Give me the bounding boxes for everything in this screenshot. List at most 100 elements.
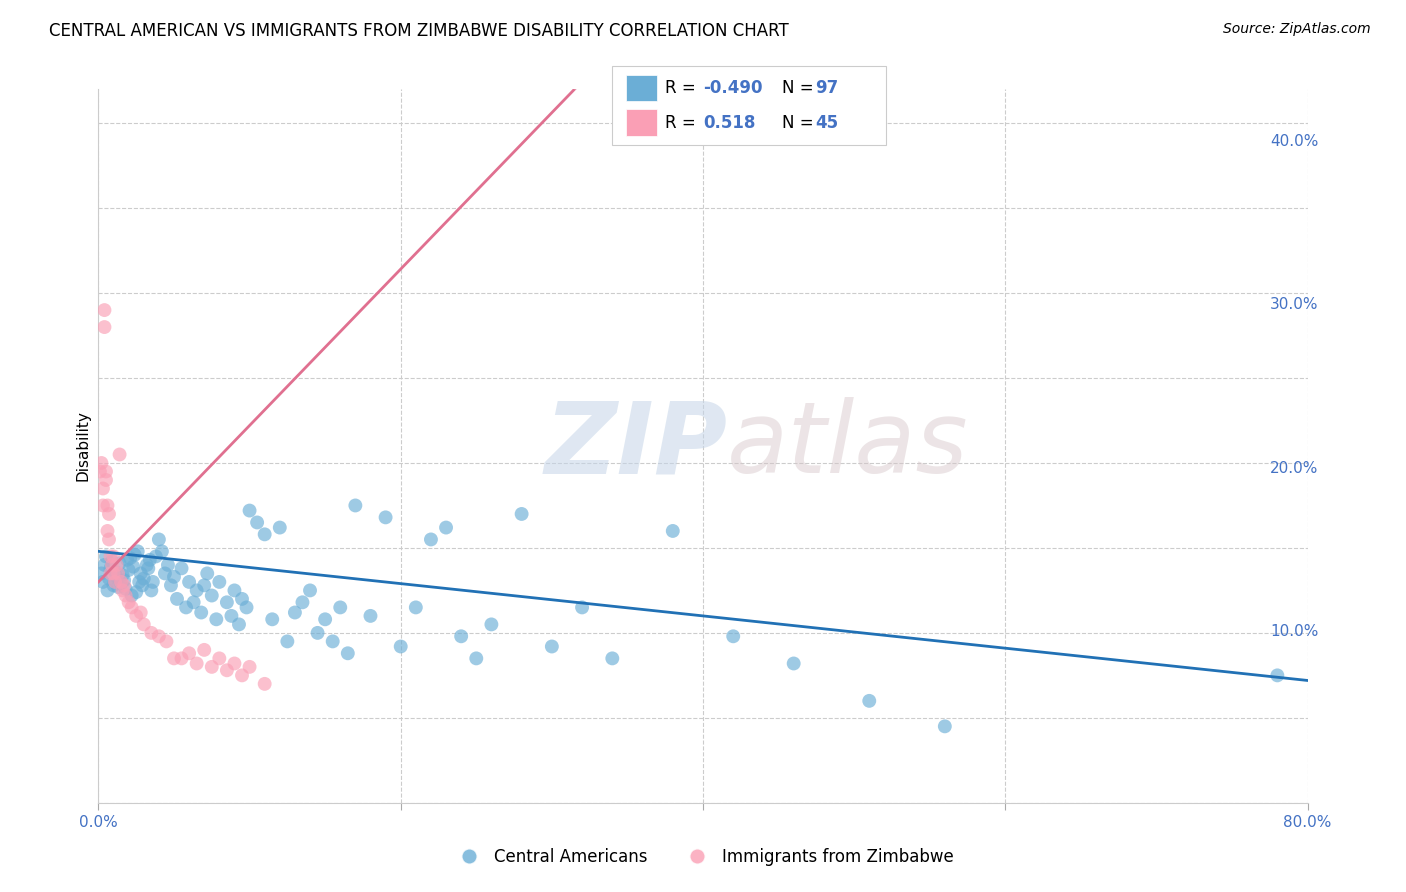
Point bbox=[176, 561, 198, 575]
Point bbox=[235, 591, 257, 605]
Point bbox=[193, 551, 215, 566]
Point bbox=[194, 599, 217, 613]
Point bbox=[478, 522, 501, 536]
Point bbox=[368, 610, 391, 624]
Point bbox=[174, 508, 197, 523]
Point bbox=[186, 567, 209, 582]
Point bbox=[172, 549, 194, 564]
Point bbox=[243, 599, 266, 613]
Point bbox=[180, 565, 202, 579]
Text: ZIP: ZIP bbox=[560, 402, 742, 499]
Point bbox=[186, 576, 208, 591]
Point bbox=[280, 659, 302, 673]
Point bbox=[464, 533, 486, 548]
Point bbox=[204, 577, 226, 591]
Point bbox=[197, 548, 219, 562]
Point bbox=[183, 566, 205, 580]
Point bbox=[179, 549, 201, 564]
Point bbox=[437, 636, 460, 650]
Point bbox=[315, 673, 337, 687]
Point bbox=[209, 561, 232, 575]
Text: R =: R = bbox=[665, 79, 702, 97]
Point bbox=[186, 574, 208, 589]
Point bbox=[172, 476, 194, 491]
Point bbox=[1227, 664, 1250, 679]
Point bbox=[928, 714, 950, 728]
Point bbox=[170, 312, 193, 326]
Point bbox=[246, 643, 269, 657]
Point bbox=[184, 557, 207, 571]
Point bbox=[184, 451, 207, 466]
Point bbox=[179, 577, 201, 591]
Point bbox=[181, 569, 204, 583]
Point bbox=[172, 467, 194, 482]
Y-axis label: Disability: Disability bbox=[75, 415, 90, 486]
Point bbox=[183, 579, 205, 593]
Point bbox=[169, 484, 191, 499]
Point bbox=[205, 615, 228, 630]
Point bbox=[342, 604, 364, 618]
Point bbox=[228, 558, 250, 572]
Point bbox=[173, 500, 195, 515]
Point bbox=[212, 624, 235, 638]
Point bbox=[188, 581, 211, 595]
Point bbox=[188, 587, 211, 601]
Point bbox=[202, 604, 225, 618]
Point bbox=[382, 599, 405, 613]
Point bbox=[187, 573, 209, 587]
Point bbox=[321, 610, 343, 624]
Point bbox=[173, 525, 195, 540]
Point bbox=[492, 626, 515, 640]
Point bbox=[198, 584, 221, 599]
Point bbox=[274, 648, 297, 662]
Point bbox=[170, 558, 193, 572]
Point bbox=[450, 599, 472, 613]
Point bbox=[169, 574, 191, 589]
Point bbox=[301, 506, 323, 520]
Point bbox=[169, 500, 191, 515]
Point bbox=[173, 582, 195, 597]
Point bbox=[328, 522, 350, 536]
Text: atlas: atlas bbox=[742, 402, 984, 499]
Point bbox=[214, 574, 236, 589]
Point bbox=[263, 566, 285, 580]
Point bbox=[737, 626, 759, 640]
Point bbox=[389, 643, 412, 657]
Text: CENTRAL AMERICAN VS IMMIGRANTS FROM ZIMBABWE DISABILITY CORRELATION CHART: CENTRAL AMERICAN VS IMMIGRANTS FROM ZIMB… bbox=[49, 22, 789, 40]
Point bbox=[627, 648, 650, 662]
Point bbox=[219, 533, 242, 548]
Point bbox=[177, 555, 200, 569]
Point bbox=[239, 648, 262, 662]
Point bbox=[349, 594, 371, 608]
Point bbox=[231, 577, 253, 591]
Point bbox=[792, 653, 814, 667]
Point bbox=[212, 582, 235, 597]
Point bbox=[167, 459, 190, 474]
Point bbox=[198, 607, 221, 621]
Point bbox=[222, 545, 245, 559]
Point bbox=[294, 664, 316, 679]
Text: R =: R = bbox=[665, 113, 706, 131]
Point bbox=[232, 648, 254, 662]
Point bbox=[356, 582, 378, 597]
Point bbox=[315, 528, 337, 542]
Point bbox=[267, 587, 290, 601]
Point bbox=[375, 632, 398, 646]
Point bbox=[260, 640, 283, 654]
Point bbox=[174, 571, 197, 585]
Point bbox=[180, 574, 202, 589]
Point bbox=[546, 508, 568, 523]
Point bbox=[308, 516, 330, 531]
Point bbox=[361, 624, 384, 638]
Point bbox=[505, 648, 527, 662]
Point bbox=[200, 545, 222, 559]
Point bbox=[682, 525, 704, 540]
Point bbox=[202, 566, 225, 580]
Point bbox=[301, 656, 323, 670]
Point bbox=[271, 610, 294, 624]
Point bbox=[179, 566, 201, 580]
Point bbox=[298, 599, 321, 613]
Point bbox=[170, 329, 193, 343]
Text: -0.490: -0.490 bbox=[703, 79, 762, 97]
Text: 45: 45 bbox=[815, 113, 838, 131]
